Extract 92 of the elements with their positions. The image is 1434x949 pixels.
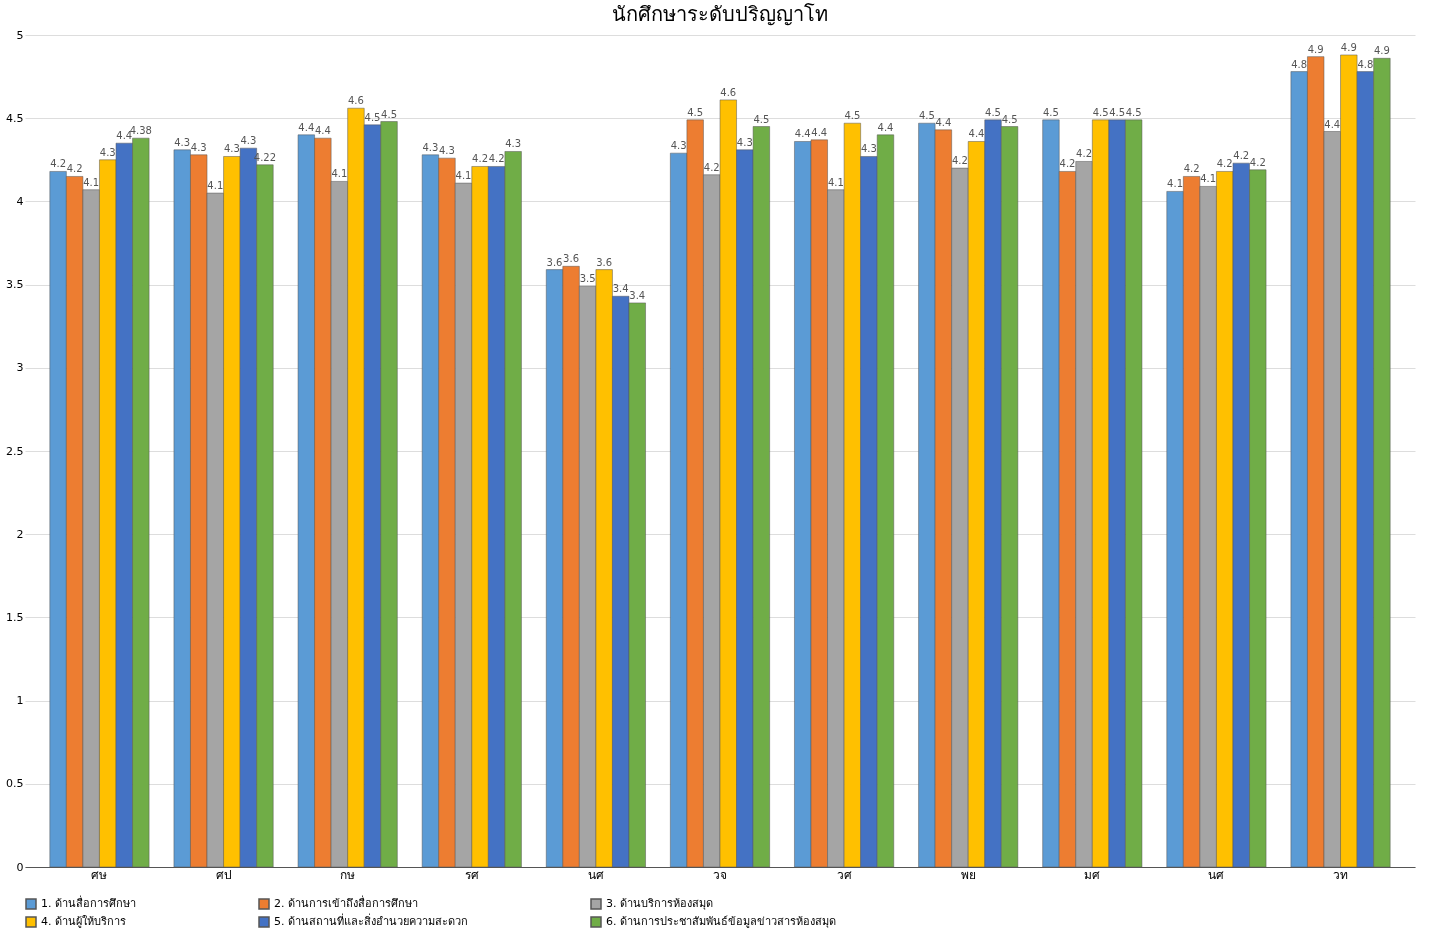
data-label: 4.2 (1059, 158, 1076, 170)
data-label: 4.4 (314, 125, 331, 137)
data-label: 3.5 (579, 273, 596, 285)
y-tick-label: 4 (16, 194, 24, 208)
data-label: 4.1 (827, 176, 844, 188)
data-label: 4.2 (472, 153, 489, 165)
data-label: 4.5 (985, 106, 1001, 118)
data-label: 4.5 (1125, 106, 1142, 118)
data-label: 3.6 (563, 253, 580, 265)
x-tick-label: นศ (1208, 867, 1225, 882)
data-label: 4.2 (1233, 150, 1250, 162)
x-tick-label: วศ (836, 867, 852, 882)
y-tick-label: 5 (16, 28, 24, 42)
data-label: 4.5 (1043, 106, 1059, 118)
data-label: 4.3 (174, 136, 191, 148)
data-label: 4.1 (331, 168, 348, 180)
data-label: 4.1 (1167, 178, 1184, 190)
data-label: 3.4 (629, 289, 646, 301)
data-label: 4.2 (1183, 163, 1200, 175)
legend-label: 5. ด้านสถานที่และสิ่งอำนวยความสะดวก (274, 913, 468, 928)
data-label: 4.3 (223, 143, 240, 155)
data-label: 4.2 (951, 155, 968, 167)
data-label: 4.1 (1200, 173, 1217, 185)
x-tick-label: วท (1333, 867, 1349, 882)
data-label: 4.9 (1340, 41, 1357, 53)
data-label: 3.6 (596, 256, 613, 268)
data-label: 4.3 (190, 141, 207, 153)
y-tick-label: 2.5 (6, 444, 24, 458)
y-tick-label: 4.5 (6, 111, 24, 125)
data-label: 4.2 (488, 153, 505, 165)
legend-label: 2. ด้านการเข้าถึงสื่อการศึกษา (274, 895, 418, 910)
data-label: 4.2 (1076, 148, 1092, 160)
x-tick-label: นศ (587, 867, 604, 882)
data-label: 4.3 (439, 145, 455, 157)
data-label: 4.1 (455, 170, 472, 182)
x-tick-label: ศษ (91, 867, 108, 882)
data-label: 4.3 (422, 141, 439, 153)
data-label: 4.3 (736, 136, 753, 148)
data-label: 4.2 (1216, 158, 1233, 170)
data-label: 4.6 (720, 86, 737, 98)
y-tick-label: 1.5 (6, 610, 24, 624)
data-label: 4.4 (935, 116, 952, 128)
x-tick-label: ศป (215, 867, 232, 882)
data-label: 4.5 (1109, 106, 1126, 118)
data-label: 4.5 (918, 110, 935, 122)
data-label: 4.6 (348, 95, 364, 107)
y-tick-label: 2 (16, 527, 24, 541)
data-label: 4.5 (381, 108, 397, 120)
data-label: 4.8 (1357, 58, 1374, 70)
data-label: 4.2 (1249, 156, 1266, 168)
y-tick-label: 0.5 (6, 777, 24, 791)
data-label: 4.3 (99, 146, 116, 158)
data-label: 4.8 (1291, 58, 1308, 70)
data-label: 4.3 (670, 140, 687, 152)
data-label: 4.5 (364, 111, 381, 123)
x-tick-label: รศ (464, 867, 479, 882)
data-label: 4.2 (50, 158, 67, 170)
data-label: 4.4 (298, 121, 315, 133)
x-tick-label: พย (960, 867, 976, 882)
y-tick-label: 3 (16, 361, 24, 375)
data-label: 4.1 (83, 176, 100, 188)
data-label: 4.9 (1373, 45, 1390, 57)
data-label: 4.2 (703, 161, 720, 173)
x-tick-label: วจ (713, 867, 727, 882)
legend-label: 1. ด้านสื่อการศึกษา (41, 895, 136, 910)
y-tick-label: 0 (16, 860, 24, 874)
legend-label: 6. ด้านการประชาสัมพันธ์ข้อมูลข่าวสารห้องสมุด (606, 915, 836, 928)
y-tick-label: 3.5 (6, 278, 24, 292)
data-label: 3.4 (612, 283, 629, 295)
data-label: 4.4 (794, 128, 811, 140)
data-label: 4.9 (1307, 43, 1324, 55)
data-label: 4.5 (687, 106, 704, 118)
data-label: 4.5 (844, 110, 861, 122)
data-label: 4.5 (1001, 113, 1018, 125)
data-label: 4.4 (968, 128, 985, 140)
x-tick-label: มศ (1084, 867, 1101, 882)
legend-label: 4. ด้านผู้ให้บริการ (41, 915, 126, 928)
data-label: 4.2 (66, 163, 83, 175)
y-tick-label: 1 (16, 694, 24, 708)
data-label: 3.6 (546, 256, 563, 268)
chart-title: นักศึกษาระดับปริญญาโท (612, 2, 828, 26)
data-label: 4.3 (240, 135, 257, 147)
x-tick-label: กษ (340, 867, 356, 882)
legend-label: 3. ด้านบริการห้องสมุด (606, 897, 713, 910)
data-label: 4.1 (207, 180, 224, 192)
data-label: 4.4 (1324, 118, 1341, 130)
data-label: 4.4 (811, 126, 828, 138)
data-label: 4.4 (877, 121, 894, 133)
data-label: 4.5 (753, 113, 770, 125)
data-label: 4.3 (860, 143, 877, 155)
data-label: 4.5 (1092, 106, 1109, 118)
data-label: 4.3 (505, 138, 522, 150)
